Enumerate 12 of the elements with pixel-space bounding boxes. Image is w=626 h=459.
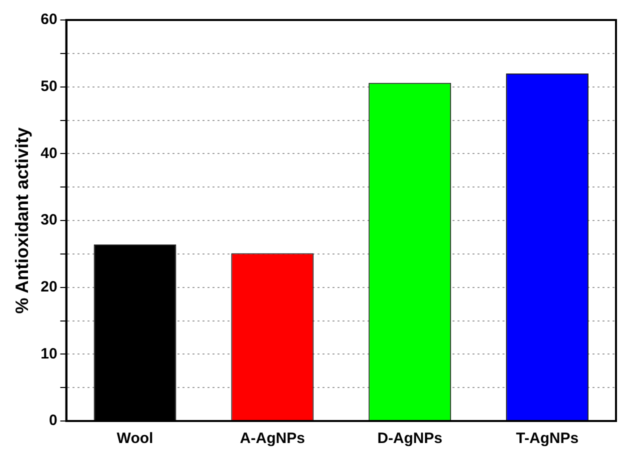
x-tick-label: Wool — [116, 430, 154, 448]
y-tick-label: 10 — [40, 345, 58, 362]
y-tick-label: 40 — [40, 144, 58, 162]
y-tick-label: 30 — [40, 212, 58, 229]
x-tick-label: A-AgNPs — [240, 430, 305, 448]
x-tick-label: T-AgNPs — [516, 430, 579, 448]
y-tick-label: 0 — [48, 412, 58, 430]
y-tick-label: 20 — [40, 278, 58, 296]
y-axis-title: % Antioxidant activity — [12, 127, 32, 314]
y-tick-label: 60 — [40, 11, 58, 28]
y-tick-label: 50 — [40, 78, 58, 95]
x-tick-label: D-AgNPs — [377, 430, 442, 448]
